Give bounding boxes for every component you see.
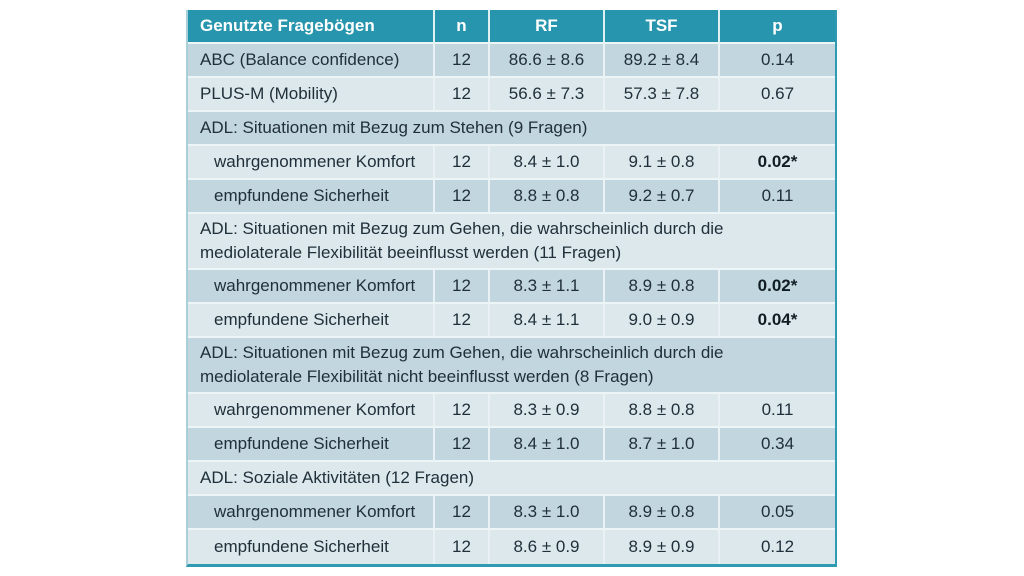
n-value: 12 bbox=[435, 44, 490, 78]
section-header-label: ADL: Situationen mit Bezug zum Stehen (9… bbox=[188, 112, 835, 146]
p-value: 0.12 bbox=[720, 530, 835, 564]
n-value: 12 bbox=[435, 180, 490, 214]
table-row: empfundene Sicherheit 12 8.4 ± 1.0 8.7 ± 1.… bbox=[188, 428, 835, 462]
p-value: 0.14 bbox=[720, 44, 835, 78]
tsf-value: 89.2 ± 8.4 bbox=[605, 44, 720, 78]
n-value: 12 bbox=[435, 428, 490, 462]
rf-value: 8.3 ± 0.9 bbox=[490, 394, 605, 428]
table-header: Genutzte Fragebögen n RF TSF p bbox=[188, 10, 835, 44]
rf-value: 8.3 ± 1.0 bbox=[490, 496, 605, 530]
header-row: Genutzte Fragebögen n RF TSF p bbox=[188, 10, 835, 44]
row-label: empfundene Sicherheit bbox=[188, 304, 435, 338]
column-header-fragebogen: Genutzte Fragebögen bbox=[188, 10, 435, 44]
row-label: wahrgenommener Komfort bbox=[188, 146, 435, 180]
column-header-p: p bbox=[720, 10, 835, 44]
rf-value: 56.6 ± 7.3 bbox=[490, 78, 605, 112]
n-value: 12 bbox=[435, 78, 490, 112]
p-value: 0.05 bbox=[720, 496, 835, 530]
rf-value: 8.8 ± 0.8 bbox=[490, 180, 605, 214]
row-label: wahrgenommener Komfort bbox=[188, 394, 435, 428]
section-header-label: ADL: Soziale Aktivitäten (12 Fragen) bbox=[188, 462, 835, 496]
n-value: 12 bbox=[435, 304, 490, 338]
column-header-rf: RF bbox=[490, 10, 605, 44]
p-value: 0.11 bbox=[720, 180, 835, 214]
p-value: 0.67 bbox=[720, 78, 835, 112]
table-row: PLUS-M (Mobility) 12 56.6 ± 7.3 57.3 ± 7.8 0… bbox=[188, 78, 835, 112]
section-header-row: ADL: Situationen mit Bezug zum Stehen (9… bbox=[188, 112, 835, 146]
rf-value: 8.3 ± 1.1 bbox=[490, 270, 605, 304]
rf-value: 8.4 ± 1.0 bbox=[490, 146, 605, 180]
p-value: 0.04* bbox=[720, 304, 835, 338]
tsf-value: 9.0 ± 0.9 bbox=[605, 304, 720, 338]
questionnaire-results-table: Genutzte Fragebögen n RF TSF p ABC (Bala… bbox=[186, 10, 837, 567]
section-header-row: ADL: Situationen mit Bezug zum Gehen, di… bbox=[188, 338, 835, 394]
row-label: PLUS-M (Mobility) bbox=[188, 78, 435, 112]
n-value: 12 bbox=[435, 394, 490, 428]
section-header-label: ADL: Situationen mit Bezug zum Gehen, di… bbox=[188, 338, 835, 394]
tsf-value: 8.7 ± 1.0 bbox=[605, 428, 720, 462]
row-label: empfundene Sicherheit bbox=[188, 530, 435, 564]
column-header-tsf: TSF bbox=[605, 10, 720, 44]
section-header-row: ADL: Situationen mit Bezug zum Gehen, di… bbox=[188, 214, 835, 270]
p-value: 0.02* bbox=[720, 146, 835, 180]
p-value: 0.02* bbox=[720, 270, 835, 304]
table-row: wahrgenommener Komfort 12 8.3 ± 0.9 8.8 ± 0… bbox=[188, 394, 835, 428]
tsf-value: 8.9 ± 0.8 bbox=[605, 496, 720, 530]
table-row: wahrgenommener Komfort 12 8.4 ± 1.0 9.1 ± 0… bbox=[188, 146, 835, 180]
tsf-value: 8.9 ± 0.8 bbox=[605, 270, 720, 304]
row-label: wahrgenommener Komfort bbox=[188, 496, 435, 530]
row-label: wahrgenommener Komfort bbox=[188, 270, 435, 304]
tsf-value: 9.2 ± 0.7 bbox=[605, 180, 720, 214]
table-row: wahrgenommener Komfort 12 8.3 ± 1.1 8.9 ± 0… bbox=[188, 270, 835, 304]
row-label: empfundene Sicherheit bbox=[188, 180, 435, 214]
p-value: 0.11 bbox=[720, 394, 835, 428]
table-row: ABC (Balance confidence) 12 86.6 ± 8.6 89.2… bbox=[188, 44, 835, 78]
tsf-value: 8.9 ± 0.9 bbox=[605, 530, 720, 564]
tsf-value: 8.8 ± 0.8 bbox=[605, 394, 720, 428]
p-value: 0.34 bbox=[720, 428, 835, 462]
column-header-n: n bbox=[435, 10, 490, 44]
section-header-label: ADL: Situationen mit Bezug zum Gehen, di… bbox=[188, 214, 835, 270]
n-value: 12 bbox=[435, 530, 490, 564]
table-row: wahrgenommener Komfort 12 8.3 ± 1.0 8.9 ± 0… bbox=[188, 496, 835, 530]
n-value: 12 bbox=[435, 270, 490, 304]
rf-value: 8.6 ± 0.9 bbox=[490, 530, 605, 564]
table-row: empfundene Sicherheit 12 8.8 ± 0.8 9.2 ± 0.… bbox=[188, 180, 835, 214]
rf-value: 8.4 ± 1.1 bbox=[490, 304, 605, 338]
table-row: empfundene Sicherheit 12 8.4 ± 1.1 9.0 ± 0.… bbox=[188, 304, 835, 338]
table-row: empfundene Sicherheit 12 8.6 ± 0.9 8.9 ± 0.… bbox=[188, 530, 835, 564]
section-header-row: ADL: Soziale Aktivitäten (12 Fragen) bbox=[188, 462, 835, 496]
tsf-value: 9.1 ± 0.8 bbox=[605, 146, 720, 180]
n-value: 12 bbox=[435, 146, 490, 180]
row-label: ABC (Balance confidence) bbox=[188, 44, 435, 78]
n-value: 12 bbox=[435, 496, 490, 530]
table-body: ABC (Balance confidence) 12 86.6 ± 8.6 89.2… bbox=[188, 44, 835, 564]
rf-value: 8.4 ± 1.0 bbox=[490, 428, 605, 462]
tsf-value: 57.3 ± 7.8 bbox=[605, 78, 720, 112]
rf-value: 86.6 ± 8.6 bbox=[490, 44, 605, 78]
row-label: empfundene Sicherheit bbox=[188, 428, 435, 462]
